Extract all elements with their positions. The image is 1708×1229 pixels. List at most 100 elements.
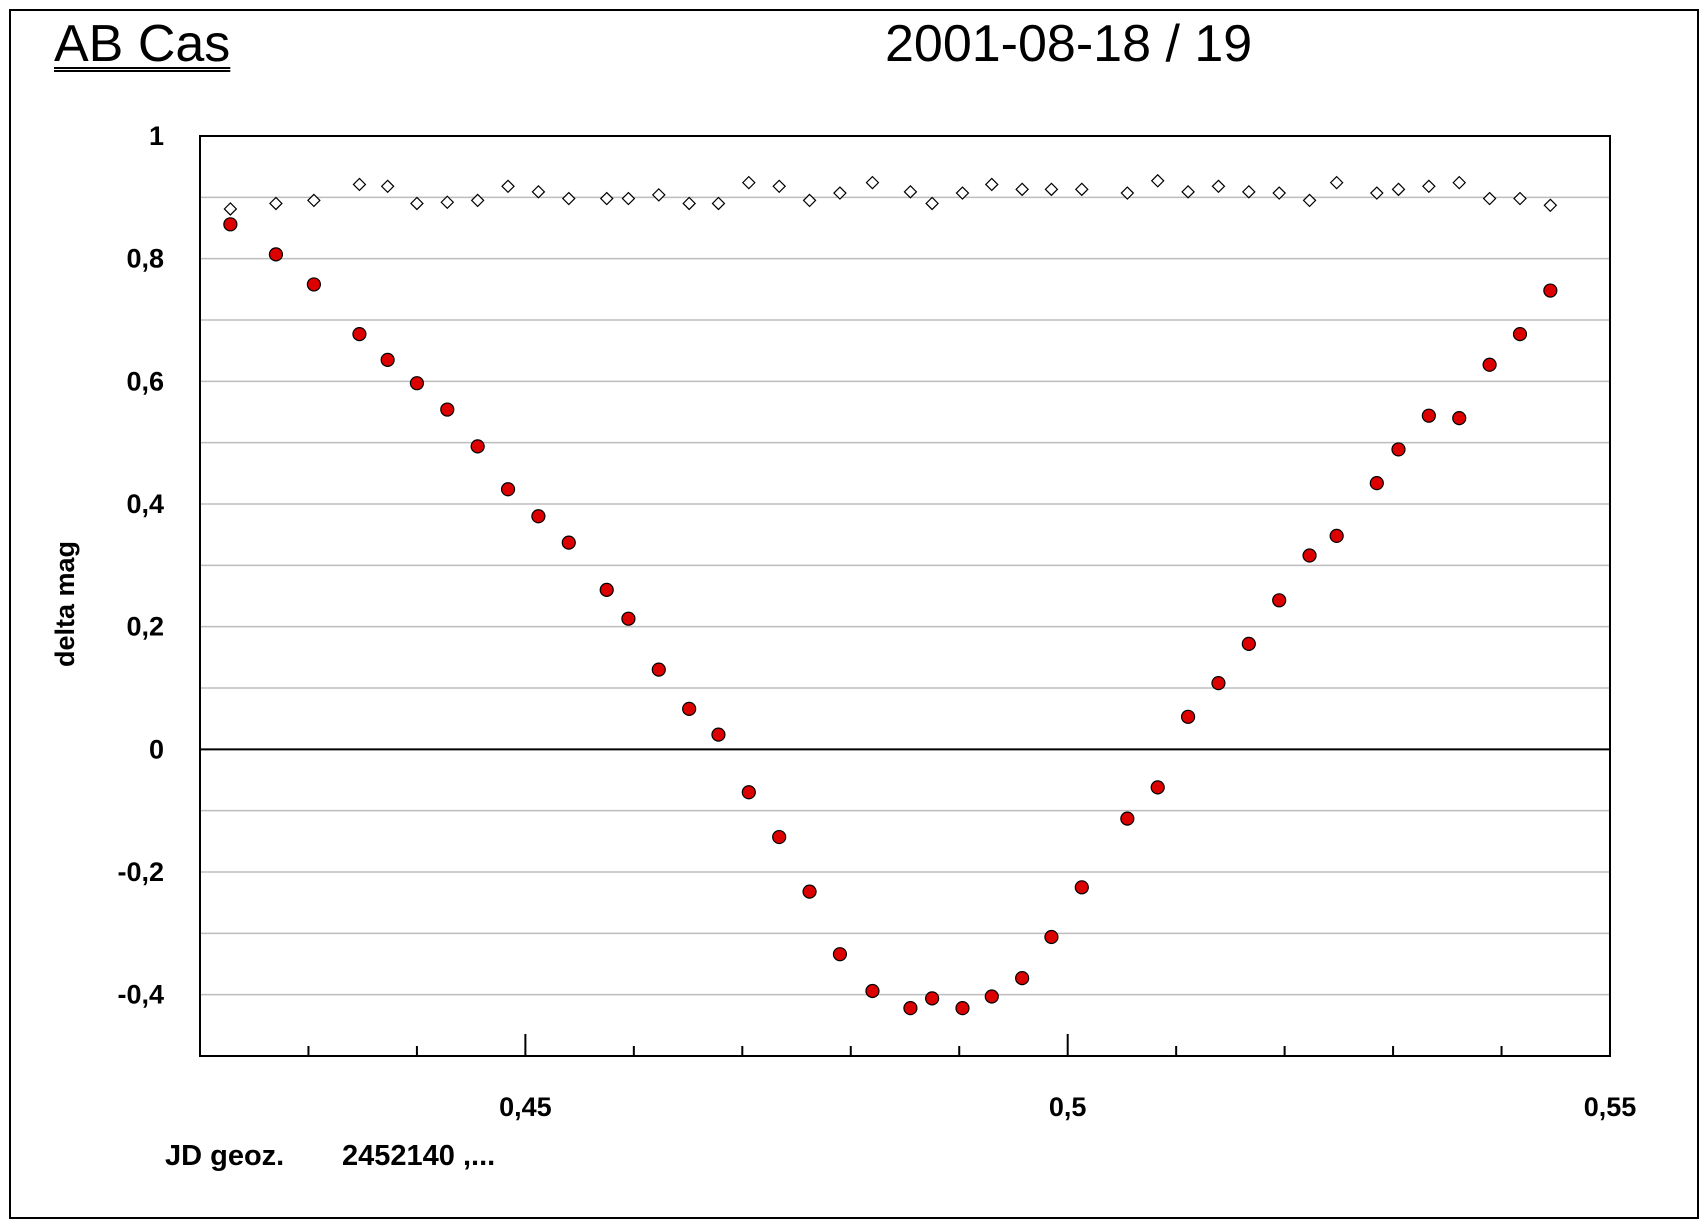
- data-point: [1180, 709, 1196, 724]
- data-point: [1329, 175, 1344, 190]
- x-axis-label-suffix: 2452140 ,...: [342, 1140, 496, 1172]
- gridlines: [200, 196, 1610, 996]
- chart-title: AB Cas: [54, 15, 231, 73]
- data-point: [1369, 186, 1384, 200]
- data-point: [1150, 780, 1165, 795]
- y-tick-label: 0,4: [126, 489, 164, 519]
- y-tick-label: 0: [149, 734, 164, 764]
- chart-subtitle: 2001-08-18 / 19: [885, 15, 1253, 73]
- data-point: [223, 217, 238, 232]
- data-point: [1482, 357, 1497, 372]
- data-point: [352, 327, 367, 342]
- data-point: [1181, 184, 1195, 199]
- data-point: [1044, 182, 1059, 197]
- data-point: [1421, 408, 1436, 423]
- data-point: [833, 186, 847, 200]
- data-point: [955, 186, 970, 200]
- data-point: [268, 247, 284, 262]
- data-point: [223, 202, 238, 216]
- data-point: [470, 439, 485, 454]
- data-point: [741, 785, 756, 800]
- plot-border: [199, 135, 1611, 1057]
- data-point: [772, 179, 787, 194]
- data-point: [1074, 880, 1089, 895]
- data-point: [410, 196, 424, 211]
- data-point: [380, 179, 395, 194]
- data-point: [500, 482, 516, 497]
- y-tick-label: 0,2: [126, 612, 164, 642]
- data-point: [903, 184, 918, 199]
- data-point: [306, 277, 321, 292]
- data-point: [925, 196, 939, 211]
- y-tick-label: 1: [149, 121, 164, 151]
- data-point: [741, 175, 756, 190]
- data-point: [1513, 191, 1527, 206]
- data-point: [865, 983, 880, 999]
- data-point: [1272, 593, 1287, 608]
- series-2: [223, 173, 1558, 216]
- data-point: [380, 352, 395, 367]
- data-point: [955, 1001, 970, 1016]
- data-point: [711, 196, 726, 211]
- data-point: [1422, 179, 1436, 194]
- data-point: [1211, 179, 1226, 194]
- data-point: [1302, 193, 1317, 208]
- data-point: [1211, 675, 1226, 691]
- data-point: [682, 196, 697, 211]
- data-point: [1241, 636, 1256, 651]
- data-point: [1329, 528, 1344, 543]
- y-tick-label: -0,2: [117, 857, 164, 887]
- data-point: [307, 193, 321, 208]
- data-point: [1302, 548, 1317, 563]
- data-point: [1543, 283, 1558, 298]
- data-point: [1015, 182, 1029, 197]
- x-tick-label: 0,45: [499, 1092, 552, 1122]
- axes: 0,45 0,5 0,55 -0,4 -0,2 0 0,2 0,4 0,6 0,8 1: [117, 121, 1636, 1122]
- data-point: [531, 184, 546, 199]
- series-1: [223, 217, 1558, 1016]
- data-point: [711, 727, 726, 742]
- data-point: [409, 376, 425, 391]
- data-point: [1543, 198, 1558, 213]
- data-point: [599, 191, 614, 206]
- data-point: [1120, 186, 1135, 200]
- data-point: [1074, 182, 1089, 197]
- data-point: [651, 662, 666, 677]
- data-point: [651, 188, 666, 202]
- data-point: [984, 989, 999, 1004]
- x-tick-label: 0,5: [1049, 1092, 1087, 1122]
- data-point: [1120, 811, 1135, 826]
- data-point: [352, 177, 367, 192]
- data-point: [903, 1001, 918, 1016]
- data-point: [1044, 929, 1059, 945]
- data-series: [223, 173, 1558, 1016]
- data-point: [1482, 191, 1497, 206]
- data-point: [802, 193, 817, 208]
- data-point: [772, 829, 787, 845]
- y-tick-label: -0,4: [117, 980, 164, 1010]
- data-point: [1391, 182, 1406, 197]
- x-axis-label: JD geoz.: [165, 1140, 285, 1172]
- data-point: [1015, 971, 1030, 986]
- data-point: [470, 193, 485, 208]
- data-point: [925, 991, 940, 1006]
- data-point: [531, 509, 546, 524]
- data-point: [440, 402, 455, 417]
- data-point: [1150, 173, 1165, 188]
- y-axis-label: delta mag: [50, 541, 80, 667]
- chart-frame: [9, 9, 1699, 1219]
- data-point: [865, 175, 880, 190]
- y-tick-label: 0,8: [126, 244, 164, 274]
- data-point: [1241, 184, 1256, 199]
- data-point: [832, 947, 848, 962]
- y-tick-label: 0,6: [126, 366, 164, 396]
- data-point: [1369, 476, 1384, 491]
- data-point: [1452, 411, 1467, 426]
- data-point: [802, 884, 817, 899]
- data-point: [269, 196, 283, 211]
- x-tick-label: 0,55: [1584, 1092, 1637, 1122]
- data-point: [440, 195, 455, 210]
- data-point: [599, 582, 614, 597]
- data-point: [561, 535, 576, 550]
